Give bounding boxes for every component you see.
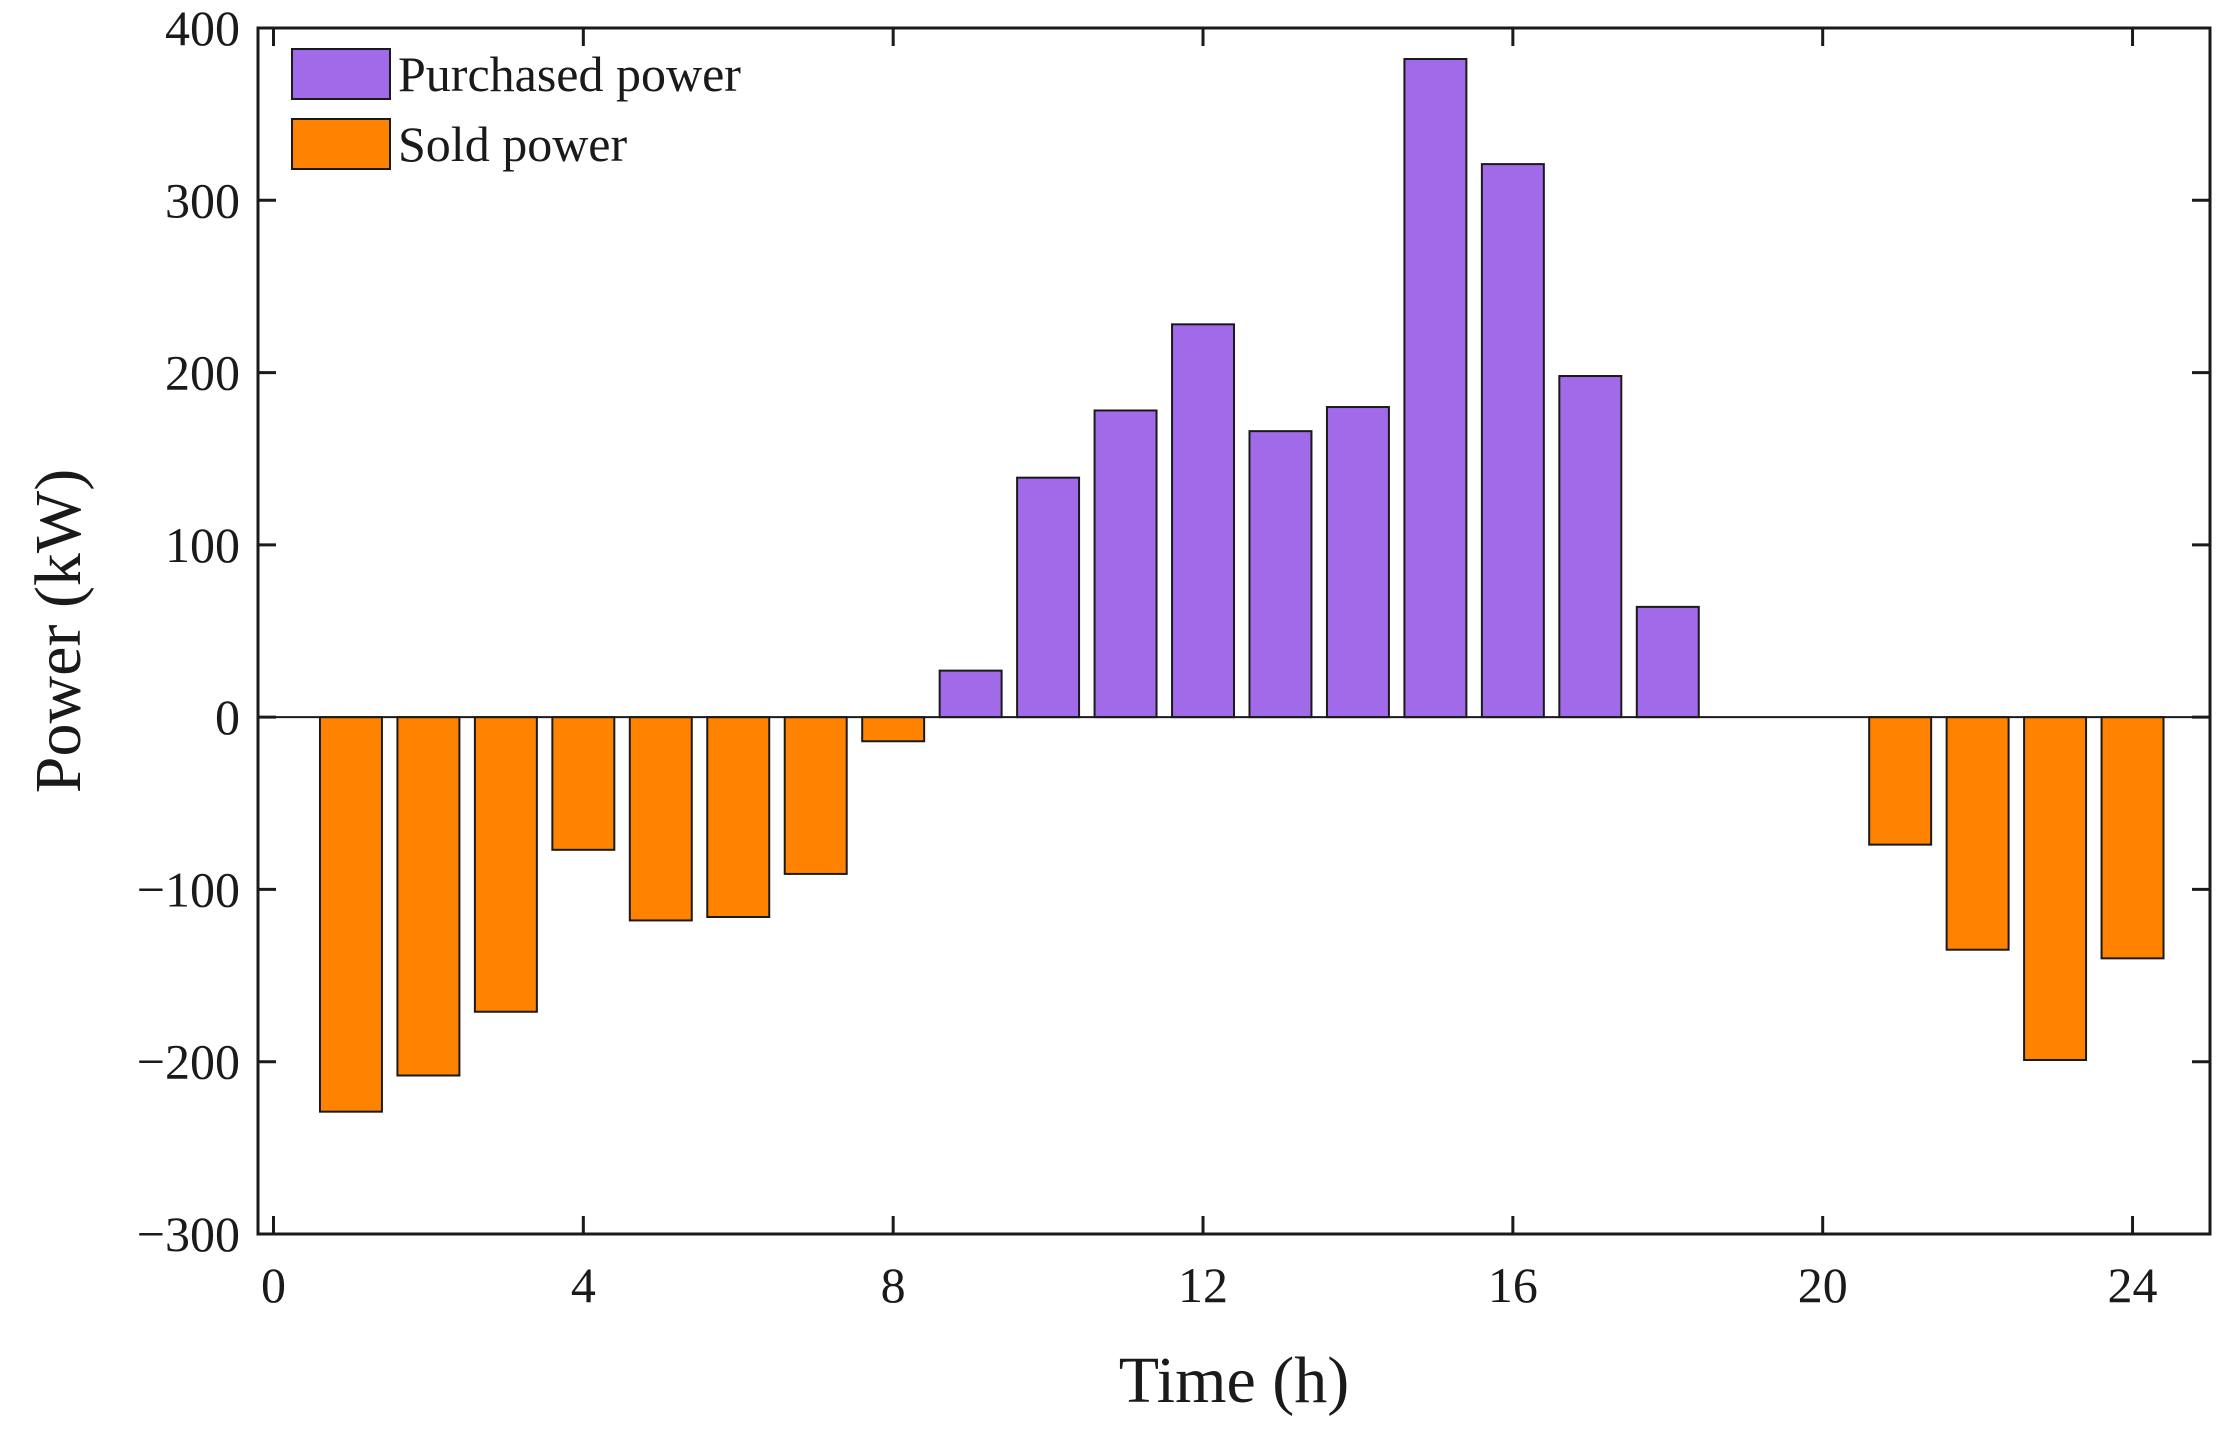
y-axis-title: Power (kW) — [22, 469, 95, 793]
y-tick-label-400: 400 — [165, 0, 240, 56]
bar-sold-h24 — [2100, 716, 2165, 960]
bar-sold-h7 — [783, 716, 848, 875]
bar-purchased-h12 — [1171, 323, 1235, 719]
y-tick-label--200: −200 — [137, 1034, 240, 1090]
x-axis: 0 4 8 12 16 20 24 — [261, 28, 2158, 1313]
bar-purchased-h18 — [1635, 605, 1700, 719]
x-tick-label-20: 20 — [1798, 1257, 1848, 1313]
legend-label-sold: Sold power — [398, 116, 628, 172]
bar-sold-h23 — [2023, 716, 2088, 1061]
y-tick-label-0: 0 — [215, 689, 240, 745]
y-tick-label-300: 300 — [165, 172, 240, 228]
y-tick-label-200: 200 — [165, 345, 240, 401]
legend-label-purchased: Purchased power — [398, 46, 741, 102]
x-tick-label-24: 24 — [2108, 1257, 2158, 1313]
bar-sold-h21 — [1868, 716, 1933, 846]
bar-purchased-h16 — [1480, 163, 1545, 719]
bar-sold-h3 — [473, 716, 538, 1013]
bar-sold-h6 — [706, 716, 771, 918]
x-tick-label-8: 8 — [881, 1257, 906, 1313]
bar-purchased-h14 — [1325, 406, 1390, 719]
bar-purchased-h11 — [1093, 409, 1158, 719]
y-tick-label--300: −300 — [137, 1206, 240, 1262]
plot-frame — [256, 26, 2212, 1236]
legend-swatch-purchased — [291, 48, 391, 100]
x-tick-label-4: 4 — [571, 1257, 596, 1313]
y-axis: −300 −200 −100 0 100 200 300 400 — [137, 0, 2210, 1262]
bar-sold-h5 — [628, 716, 693, 922]
bar-purchased-h17 — [1558, 375, 1623, 719]
bar-sold-h2 — [396, 716, 461, 1077]
y-tick-label-100: 100 — [165, 517, 240, 573]
bar-purchased-h9 — [938, 669, 1003, 719]
bars-layer — [318, 58, 2165, 1113]
bar-sold-h8 — [861, 716, 926, 743]
x-axis-title: Time (h) — [1119, 1344, 1349, 1417]
bar-sold-h22 — [1945, 716, 2010, 951]
x-tick-label-16: 16 — [1488, 1257, 1538, 1313]
bar-purchased-h15 — [1403, 58, 1468, 719]
bar-sold-h1 — [318, 716, 383, 1113]
x-tick-label-12: 12 — [1178, 1257, 1228, 1313]
legend: Purchased power Sold power — [291, 46, 741, 172]
bar-purchased-h10 — [1016, 476, 1081, 719]
bar-sold-h4 — [551, 716, 616, 851]
x-tick-label-0: 0 — [261, 1257, 286, 1313]
legend-swatch-sold — [291, 118, 391, 170]
y-tick-label--100: −100 — [137, 861, 240, 917]
bar-purchased-h13 — [1248, 430, 1313, 719]
